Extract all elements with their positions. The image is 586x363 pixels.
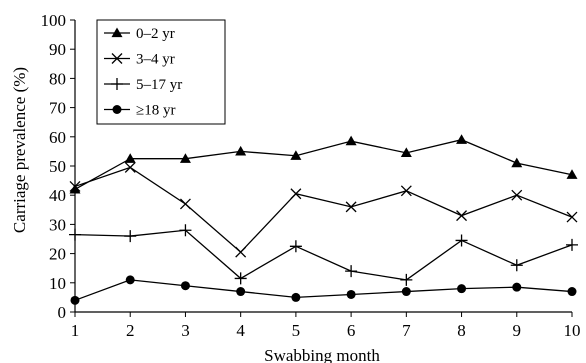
data-point [400,273,413,286]
data-point [289,240,302,253]
series-line [74,279,573,301]
data-point [124,162,136,173]
y-tick-label: 70 [49,99,66,118]
data-point [346,289,356,299]
legend-label: 3–4 yr [136,52,175,68]
series-group [69,134,578,194]
data-point [124,230,137,243]
legend-label: 5–17 yr [136,77,182,93]
data-point [345,135,357,146]
x-tick-label: 5 [292,321,301,340]
data-point [567,287,577,297]
data-point [180,281,190,291]
legend-item: ≥18 yr [104,103,175,119]
data-point [401,287,411,297]
x-tick-label: 2 [126,321,135,340]
y-tick-label: 100 [41,11,67,30]
data-point [456,210,468,222]
y-tick-label: 20 [49,245,66,264]
series-layer [69,134,578,305]
data-point [345,265,358,278]
data-point [291,292,301,302]
data-point [179,198,191,210]
y-tick-label: 30 [49,215,66,234]
series-line [74,166,573,254]
data-point [234,272,247,285]
legend-item: 3–4 yr [104,52,175,68]
series-group [70,275,577,305]
data-point [125,275,135,285]
data-point [290,150,302,160]
data-point [457,284,467,294]
x-tick-label: 7 [402,321,411,340]
y-axis-title: Carriage prevalence (%) [10,67,29,233]
legend-label: 0–2 yr [136,26,175,42]
x-tick-label: 1 [71,321,80,340]
data-point [566,211,578,223]
x-tick-label: 9 [513,321,522,340]
x-tick-label: 4 [236,321,245,340]
series-group [69,162,578,258]
data-point [124,153,136,163]
data-point [179,224,192,237]
y-tick-label: 40 [49,186,66,205]
x-tick-label: 10 [564,321,581,340]
y-tick-label: 10 [49,274,66,293]
legend-marker [111,27,123,38]
data-point [566,169,578,179]
legend: 0–2 yr 3–4 yr 5–17 yr ≥18 yr [96,19,226,125]
x-axis-title: Swabbing month [264,346,380,363]
legend-marker [111,78,123,90]
series-group [69,224,578,286]
legend-item: 0–2 yr [104,26,175,42]
data-point [236,287,246,297]
data-point [69,228,81,241]
data-point [456,134,468,144]
data-point [69,180,81,192]
y-tick-label: 90 [49,40,66,59]
legend-label: ≥18 yr [136,103,175,119]
data-point [566,238,578,251]
data-point [70,295,80,305]
data-point [511,189,523,201]
legend-item: 5–17 yr [104,77,182,93]
series-line [74,229,573,281]
data-point [511,157,523,168]
data-point [345,201,357,213]
y-tick-label: 80 [49,69,66,88]
y-tick-label: 50 [49,157,66,176]
data-point [510,259,523,272]
y-tick-label: 60 [49,128,66,147]
series-line [74,139,573,190]
data-point [512,282,522,292]
data-point [235,246,247,258]
axes: 0 10 20 30 40 50 60 70 80 90 100 1 2 3 4 5 6 7 8 9 10 [41,11,581,340]
data-point [69,183,81,194]
x-tick-label: 3 [181,321,190,340]
y-tick-label: 0 [58,303,67,322]
data-point [290,188,302,200]
data-point [179,153,191,163]
data-point [400,185,412,197]
data-point [455,234,468,247]
x-tick-label: 8 [457,321,466,340]
legend-marker [112,105,122,114]
data-point [400,147,412,157]
legend-marker [111,53,123,64]
data-point [235,145,247,156]
x-tick-label: 6 [347,321,356,340]
